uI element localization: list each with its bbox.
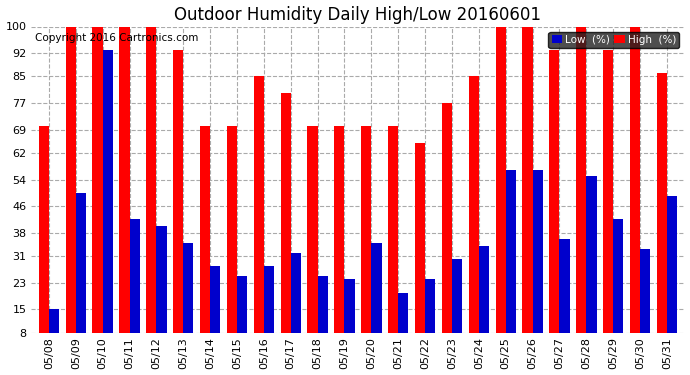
Bar bbox=[586, 176, 597, 359]
Bar bbox=[452, 260, 462, 359]
Bar bbox=[173, 50, 184, 359]
Bar bbox=[119, 27, 130, 359]
Bar bbox=[281, 93, 290, 359]
Title: Outdoor Humidity Daily High/Low 20160601: Outdoor Humidity Daily High/Low 20160601 bbox=[175, 6, 542, 24]
Bar bbox=[630, 27, 640, 359]
Bar bbox=[415, 143, 425, 359]
Bar bbox=[398, 292, 408, 359]
Bar bbox=[469, 76, 479, 359]
Bar bbox=[388, 126, 398, 359]
Bar bbox=[560, 239, 570, 359]
Bar bbox=[640, 249, 650, 359]
Bar bbox=[210, 266, 220, 359]
Bar bbox=[130, 219, 139, 359]
Bar bbox=[479, 246, 489, 359]
Text: Copyright 2016 Cartronics.com: Copyright 2016 Cartronics.com bbox=[34, 33, 198, 43]
Bar bbox=[576, 27, 586, 359]
Bar bbox=[344, 279, 355, 359]
Bar bbox=[334, 126, 344, 359]
Bar bbox=[495, 27, 506, 359]
Bar bbox=[425, 279, 435, 359]
Bar bbox=[613, 219, 624, 359]
Bar bbox=[533, 170, 543, 359]
Bar bbox=[103, 50, 113, 359]
Bar bbox=[506, 170, 516, 359]
Bar bbox=[146, 27, 157, 359]
Legend: Low  (%), High  (%): Low (%), High (%) bbox=[549, 32, 679, 48]
Bar bbox=[667, 196, 677, 359]
Bar bbox=[442, 103, 452, 359]
Bar bbox=[317, 276, 328, 359]
Bar bbox=[371, 243, 382, 359]
Bar bbox=[227, 126, 237, 359]
Bar bbox=[237, 276, 247, 359]
Bar bbox=[157, 226, 166, 359]
Bar bbox=[264, 266, 274, 359]
Bar bbox=[254, 76, 264, 359]
Bar bbox=[49, 309, 59, 359]
Bar bbox=[200, 126, 210, 359]
Bar bbox=[361, 126, 371, 359]
Bar bbox=[603, 50, 613, 359]
Bar bbox=[308, 126, 317, 359]
Bar bbox=[66, 27, 76, 359]
Bar bbox=[522, 27, 533, 359]
Bar bbox=[39, 126, 49, 359]
Bar bbox=[290, 253, 301, 359]
Bar bbox=[184, 243, 193, 359]
Bar bbox=[92, 27, 103, 359]
Bar bbox=[549, 50, 560, 359]
Bar bbox=[76, 193, 86, 359]
Bar bbox=[657, 73, 667, 359]
